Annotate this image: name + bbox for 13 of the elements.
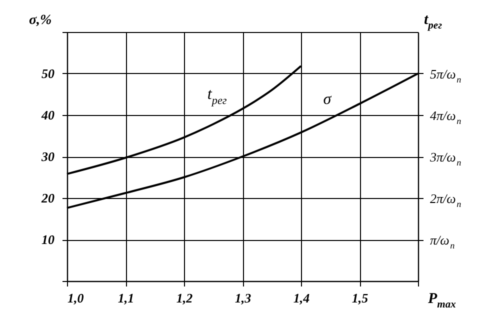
y-tick-label: 30 — [40, 149, 55, 164]
x-tick-label: 1,1 — [118, 290, 134, 306]
y-axis-title: σ,% — [29, 13, 52, 28]
x-tick-label: 1,3 — [234, 290, 252, 306]
y-tick-label: 10 — [42, 232, 55, 247]
y-tick-label: 50 — [42, 66, 55, 81]
x-tick-label: 1,5 — [352, 290, 369, 306]
series-label: σ — [323, 91, 332, 108]
x-tick-label: 1,4 — [293, 290, 310, 306]
y-tick-label: 40 — [40, 108, 55, 122]
y-tick-label: 20 — [40, 190, 55, 206]
x-tick-label: 1,2 — [176, 290, 194, 306]
x-tick-label: 1,0 — [68, 290, 84, 306]
